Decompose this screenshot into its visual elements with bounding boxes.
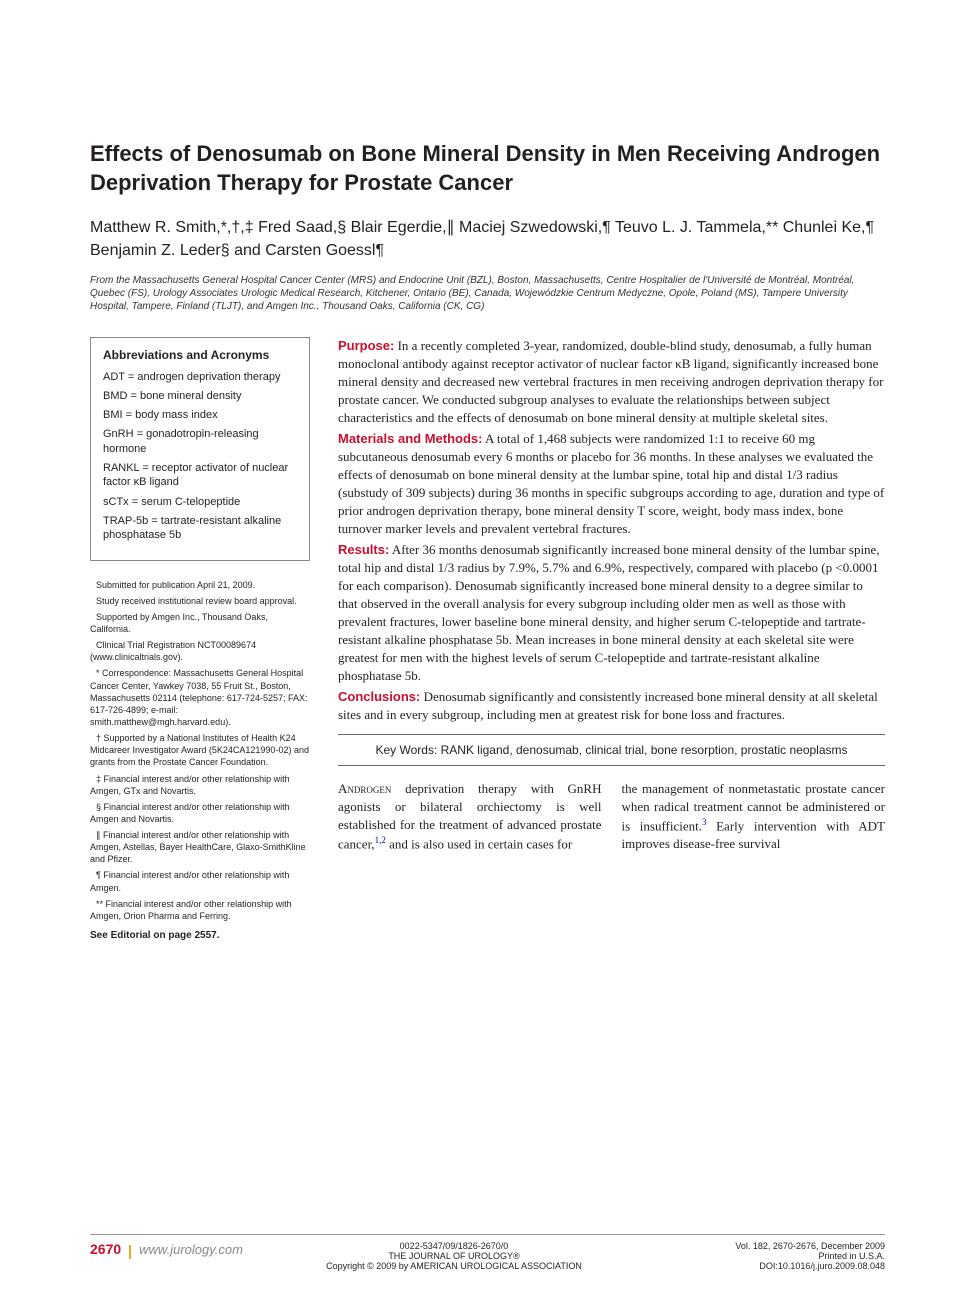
methods-label: Materials and Methods: bbox=[338, 431, 482, 446]
body-two-column: Androgen deprivation therapy with GnRH a… bbox=[338, 780, 885, 853]
footnote: Study received institutional review boar… bbox=[90, 595, 310, 607]
journal-url[interactable]: www.jurology.com bbox=[139, 1242, 243, 1257]
footnote: † Supported by a National Institutes of … bbox=[90, 732, 310, 768]
body-lead-word: Androgen bbox=[338, 781, 391, 796]
footer-line: Printed in U.S.A. bbox=[665, 1251, 885, 1261]
citation-ref[interactable]: 1,2 bbox=[375, 835, 386, 845]
abbreviations-box: Abbreviations and Acronyms ADT = androge… bbox=[90, 337, 310, 561]
conclusions-label: Conclusions: bbox=[338, 689, 420, 704]
keywords-row: Key Words: RANK ligand, denosumab, clini… bbox=[338, 734, 885, 766]
abbrev-item: ADT = androgen deprivation therapy bbox=[103, 370, 297, 384]
footnote: ‡ Financial interest and/or other relati… bbox=[90, 773, 310, 797]
footnote: ¶ Financial interest and/or other relati… bbox=[90, 869, 310, 893]
editorial-ref: See Editorial on page 2557. bbox=[90, 930, 310, 941]
footnote: § Financial interest and/or other relati… bbox=[90, 801, 310, 825]
divider-icon bbox=[129, 1245, 131, 1259]
footer-center: 0022-5347/09/1826-2670/0 THE JOURNAL OF … bbox=[243, 1241, 665, 1271]
footnote-link[interactable]: Clinical Trial Registration NCT00089674 … bbox=[90, 639, 310, 663]
footnote-correspondence[interactable]: * Correspondence: Massachusetts General … bbox=[90, 667, 310, 728]
abstract-column: Purpose: In a recently completed 3-year,… bbox=[338, 337, 885, 941]
footnote: ** Financial interest and/or other relat… bbox=[90, 898, 310, 922]
footer-line: THE JOURNAL OF UROLOGY® bbox=[243, 1251, 665, 1261]
page-number: 2670 bbox=[90, 1241, 121, 1257]
main-two-column: Abbreviations and Acronyms ADT = androge… bbox=[90, 337, 885, 941]
affiliations: From the Massachusetts General Hospital … bbox=[90, 274, 885, 313]
purpose-label: Purpose: bbox=[338, 338, 394, 353]
footer-right: Vol. 182, 2670-2676, December 2009 Print… bbox=[665, 1241, 885, 1271]
page-footer: 2670 www.jurology.com 0022-5347/09/1826-2… bbox=[90, 1234, 885, 1271]
footer-line: DOI:10.1016/j.juro.2009.08.048 bbox=[665, 1261, 885, 1271]
body-text: and is also used in certain cases for bbox=[386, 836, 572, 851]
abbrev-item: TRAP-5b = tartrate-resistant alkaline ph… bbox=[103, 514, 297, 543]
body-col-2: the management of nonmetastatic prostate… bbox=[622, 780, 886, 853]
footer-line: Copyright © 2009 by AMERICAN UROLOGICAL … bbox=[243, 1261, 665, 1271]
methods-text: A total of 1,468 subjects were randomize… bbox=[338, 431, 884, 536]
purpose-text: In a recently completed 3-year, randomiz… bbox=[338, 338, 883, 425]
abbrev-heading: Abbreviations and Acronyms bbox=[103, 348, 297, 364]
keywords-text: RANK ligand, denosumab, clinical trial, … bbox=[437, 743, 847, 757]
abbrev-item: BMI = body mass index bbox=[103, 408, 297, 422]
results-text: After 36 months denosumab significantly … bbox=[338, 542, 880, 683]
abbrev-item: BMD = bone mineral density bbox=[103, 389, 297, 403]
footer-left: 2670 www.jurology.com bbox=[90, 1241, 243, 1271]
article-title: Effects of Denosumab on Bone Mineral Den… bbox=[90, 140, 885, 197]
footnote: Submitted for publication April 21, 2009… bbox=[90, 579, 310, 591]
keywords-label: Key Words: bbox=[375, 743, 437, 757]
footer-line: 0022-5347/09/1826-2670/0 bbox=[243, 1241, 665, 1251]
footer-line: Vol. 182, 2670-2676, December 2009 bbox=[665, 1241, 885, 1251]
results-label: Results: bbox=[338, 542, 389, 557]
footnote: Supported by Amgen Inc., Thousand Oaks, … bbox=[90, 611, 310, 635]
footnote: ∥ Financial interest and/or other relati… bbox=[90, 829, 310, 865]
abbrev-item: GnRH = gonadotropin-releasing hormone bbox=[103, 427, 297, 456]
body-col-1: Androgen deprivation therapy with GnRH a… bbox=[338, 780, 602, 853]
abbrev-item: sCTx = serum C-telopeptide bbox=[103, 495, 297, 509]
left-sidebar: Abbreviations and Acronyms ADT = androge… bbox=[90, 337, 310, 941]
author-list: Matthew R. Smith,*,†,‡ Fred Saad,§ Blair… bbox=[90, 217, 885, 262]
abbrev-item: RANKL = receptor activator of nuclear fa… bbox=[103, 461, 297, 490]
